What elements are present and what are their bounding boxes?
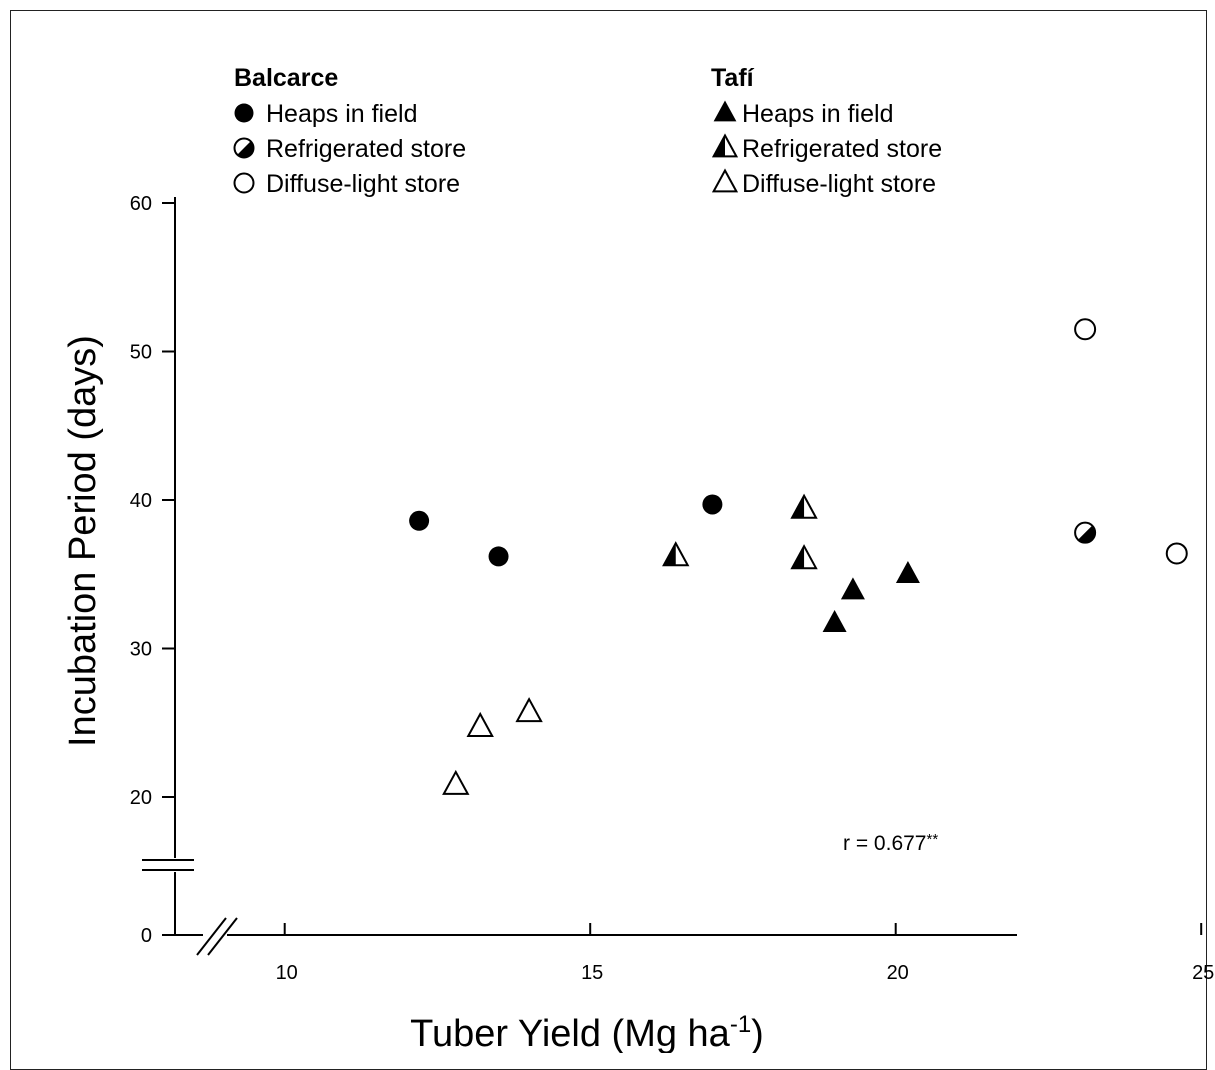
legend-label: Refrigerated store [266,135,466,163]
x-tick-label: 25 [1192,962,1214,984]
data-point [1074,521,1097,544]
data-point [409,510,430,531]
y-tick: 20 [130,787,175,809]
legend: Balcarce Heaps in field Refrigerated store… [233,64,942,198]
x-axis-break [196,917,238,956]
x-tick-label: 15 [581,962,603,984]
legend-marker [233,137,255,159]
y-tick-label: 20 [130,787,152,809]
x-axis-title-main: Tuber Yield (Mg ha [410,1013,731,1053]
correlation-value: r = 0.677 [843,832,926,855]
x-tick: 15 [581,923,603,984]
series-circle-open [1074,318,1188,565]
data-point [790,493,818,519]
legend-entry: Refrigerated store [233,135,466,163]
legend-entry: Refrigerated store [711,133,942,163]
legend-group: Balcarce Heaps in field Refrigerated store… [233,64,466,198]
series-triangle-filled [822,561,920,633]
significance-marker: ** [926,831,938,848]
y-tick-label: 0 [141,925,152,947]
y-axis-break [142,858,194,872]
legend-marker [233,172,255,194]
legend-entry: Diffuse-light store [711,168,936,198]
legend-group-title: Balcarce [234,64,338,92]
legend-marker [713,100,737,122]
x-tick-label: 20 [887,962,909,984]
data-point [488,546,509,567]
x-axis-title-close: ) [751,1013,764,1053]
data-point [1165,542,1188,565]
y-tick: 50 [130,342,175,364]
x-tick: 25 [1192,923,1214,984]
x-axis-title-superscript: -1 [730,1011,751,1038]
data-point [515,697,543,723]
legend-label: Diffuse-light store [742,170,936,198]
y-tick: 40 [130,490,175,512]
data-point [466,711,494,738]
data-point [662,541,690,567]
y-tick-label: 60 [130,193,152,215]
x-ticks: 1015202530 [276,923,1214,984]
legend-marker [711,133,739,158]
legend-entry: Heaps in field [234,100,417,128]
legend-label: Heaps in field [266,100,417,128]
axes [142,197,1017,956]
legend-entry: Heaps in field [713,100,893,128]
y-tick: 0 [141,925,175,947]
legend-label: Heaps in field [742,100,893,128]
y-tick-label: 50 [130,342,152,364]
data-point [840,577,865,600]
legend-label: Refrigerated store [742,135,942,163]
y-ticks: 0 20 30 40 50 60 [130,193,175,947]
x-axis-title: Tuber Yield (Mg ha-1) [410,1011,764,1053]
y-axis-title: Incubation Period (days) [62,335,104,747]
y-tick-label: 40 [130,490,152,512]
x-tick-label: 10 [276,962,298,984]
series-circle-half [1074,521,1097,544]
data-point [702,494,723,515]
legend-group: Tafí Heaps in field Refrigerated store Diff… [711,64,942,198]
legend-marker [711,168,739,193]
x-tick: 20 [887,923,909,984]
data-point [1074,318,1097,341]
data-points [409,318,1188,795]
data-point [895,561,920,584]
series-triangle-half [662,493,818,570]
series-triangle-open [442,697,543,795]
y-tick: 60 [130,193,175,215]
legend-entry: Diffuse-light store [233,170,460,198]
correlation-annotation: r = 0.677** [843,831,938,855]
data-point [822,610,847,633]
data-point [790,544,818,570]
x-tick: 10 [276,923,298,984]
legend-marker [234,103,254,123]
legend-group-title: Tafí [711,64,755,92]
legend-label: Diffuse-light store [266,170,460,198]
y-tick: 30 [130,639,175,661]
data-point [442,769,470,795]
y-tick-label: 30 [130,639,152,661]
series-circle-filled [409,494,723,567]
